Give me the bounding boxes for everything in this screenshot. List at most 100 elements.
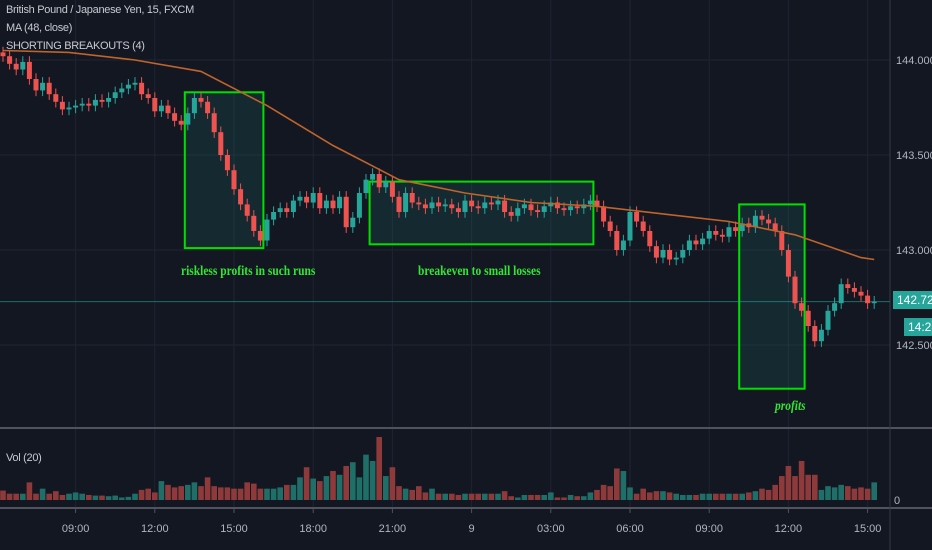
volume-bar [759, 488, 765, 500]
candle-body [251, 215, 257, 231]
time-tick-label: 03:00 [537, 523, 565, 535]
volume-bar [805, 474, 811, 500]
candle-body [416, 202, 422, 205]
volume-bar [171, 487, 178, 500]
annotation-profits: profits [775, 399, 806, 414]
time-tick-label: 18:00 [299, 523, 327, 535]
candle [409, 187, 415, 209]
candle [660, 244, 666, 264]
candle [165, 99, 171, 119]
volume-bar [666, 492, 673, 500]
candle [383, 175, 389, 193]
volume-bar [864, 488, 871, 500]
volume-bar [548, 492, 554, 500]
volume-bar [515, 497, 521, 500]
time-tick-label: 09:00 [62, 523, 90, 535]
candle [739, 217, 745, 237]
candle [119, 82, 125, 98]
candle-body [561, 208, 567, 211]
highlight-box [183, 91, 265, 250]
volume-bar [673, 493, 679, 500]
volume-bar [251, 483, 257, 500]
candle-body [337, 196, 343, 209]
candle [686, 234, 692, 256]
candle [792, 270, 798, 309]
candle [356, 187, 362, 224]
volume-bar [284, 484, 290, 500]
candle-body [832, 303, 838, 311]
volume-bar [178, 486, 184, 500]
candle [350, 212, 356, 233]
volume-bar [297, 477, 303, 500]
volume-bar [46, 493, 52, 500]
volume-bar [152, 492, 158, 500]
candle [257, 225, 263, 247]
candle [449, 198, 455, 214]
candle [277, 202, 283, 218]
candle [251, 210, 257, 237]
candle [92, 94, 98, 112]
candle-body [158, 105, 164, 112]
candle-body [792, 276, 798, 304]
volume-bar [693, 494, 699, 500]
candle [759, 210, 765, 226]
volume-bar [765, 489, 772, 500]
ma-legend[interactable]: MA (48, close) [6, 22, 73, 34]
candle-body [779, 231, 785, 250]
volume-bar [303, 467, 310, 500]
volume-bar [871, 482, 877, 500]
candle [304, 191, 310, 209]
candle-body [733, 227, 739, 231]
candle-body [59, 101, 65, 110]
volume-bar [554, 497, 561, 500]
volume-bar [792, 476, 798, 500]
candle [310, 187, 316, 209]
volume-bar [317, 481, 323, 500]
candle-body [436, 202, 442, 207]
countdown-label: 14:28 [904, 318, 932, 336]
candle-body [297, 196, 303, 201]
volume-bar [429, 488, 435, 500]
candle [515, 202, 521, 222]
candle-body [647, 231, 653, 247]
volume-bar [330, 471, 336, 500]
candle-body [33, 79, 39, 91]
volume-bar [594, 489, 600, 500]
candle-body [449, 204, 455, 209]
candle [337, 191, 343, 214]
volume-bar [581, 496, 587, 500]
volume-bar [59, 494, 66, 500]
candle [139, 77, 145, 100]
candle [871, 295, 877, 309]
volume-bar [528, 494, 534, 500]
volume-bar [633, 493, 640, 500]
volume-bar [475, 493, 481, 500]
candle-body [634, 212, 640, 222]
candle [554, 196, 560, 214]
candle-body [317, 193, 323, 209]
annotation-breakeven: breakeven to small losses [418, 264, 541, 279]
candle [59, 96, 65, 116]
indicator-legend[interactable]: SHORTING BREAKOUTS (4) [6, 40, 145, 52]
volume-bar [191, 482, 198, 500]
volume-bar [851, 488, 858, 500]
candle [370, 168, 376, 186]
candle [818, 324, 824, 347]
volume-bar [482, 493, 488, 500]
volume-bar [336, 474, 343, 500]
candle-body [568, 206, 574, 211]
volume-legend[interactable]: Vol (20) [6, 452, 42, 464]
candle [53, 88, 59, 108]
candle-body [198, 98, 204, 102]
candle-body [376, 174, 382, 188]
candle-body [363, 179, 369, 193]
volume-bar [620, 471, 627, 500]
candle [244, 198, 250, 222]
candle [422, 198, 428, 214]
volume-bar [587, 492, 594, 500]
volume-bar [726, 493, 732, 500]
candle [614, 225, 620, 256]
volume-bar [39, 488, 46, 500]
candle-body [79, 103, 85, 106]
